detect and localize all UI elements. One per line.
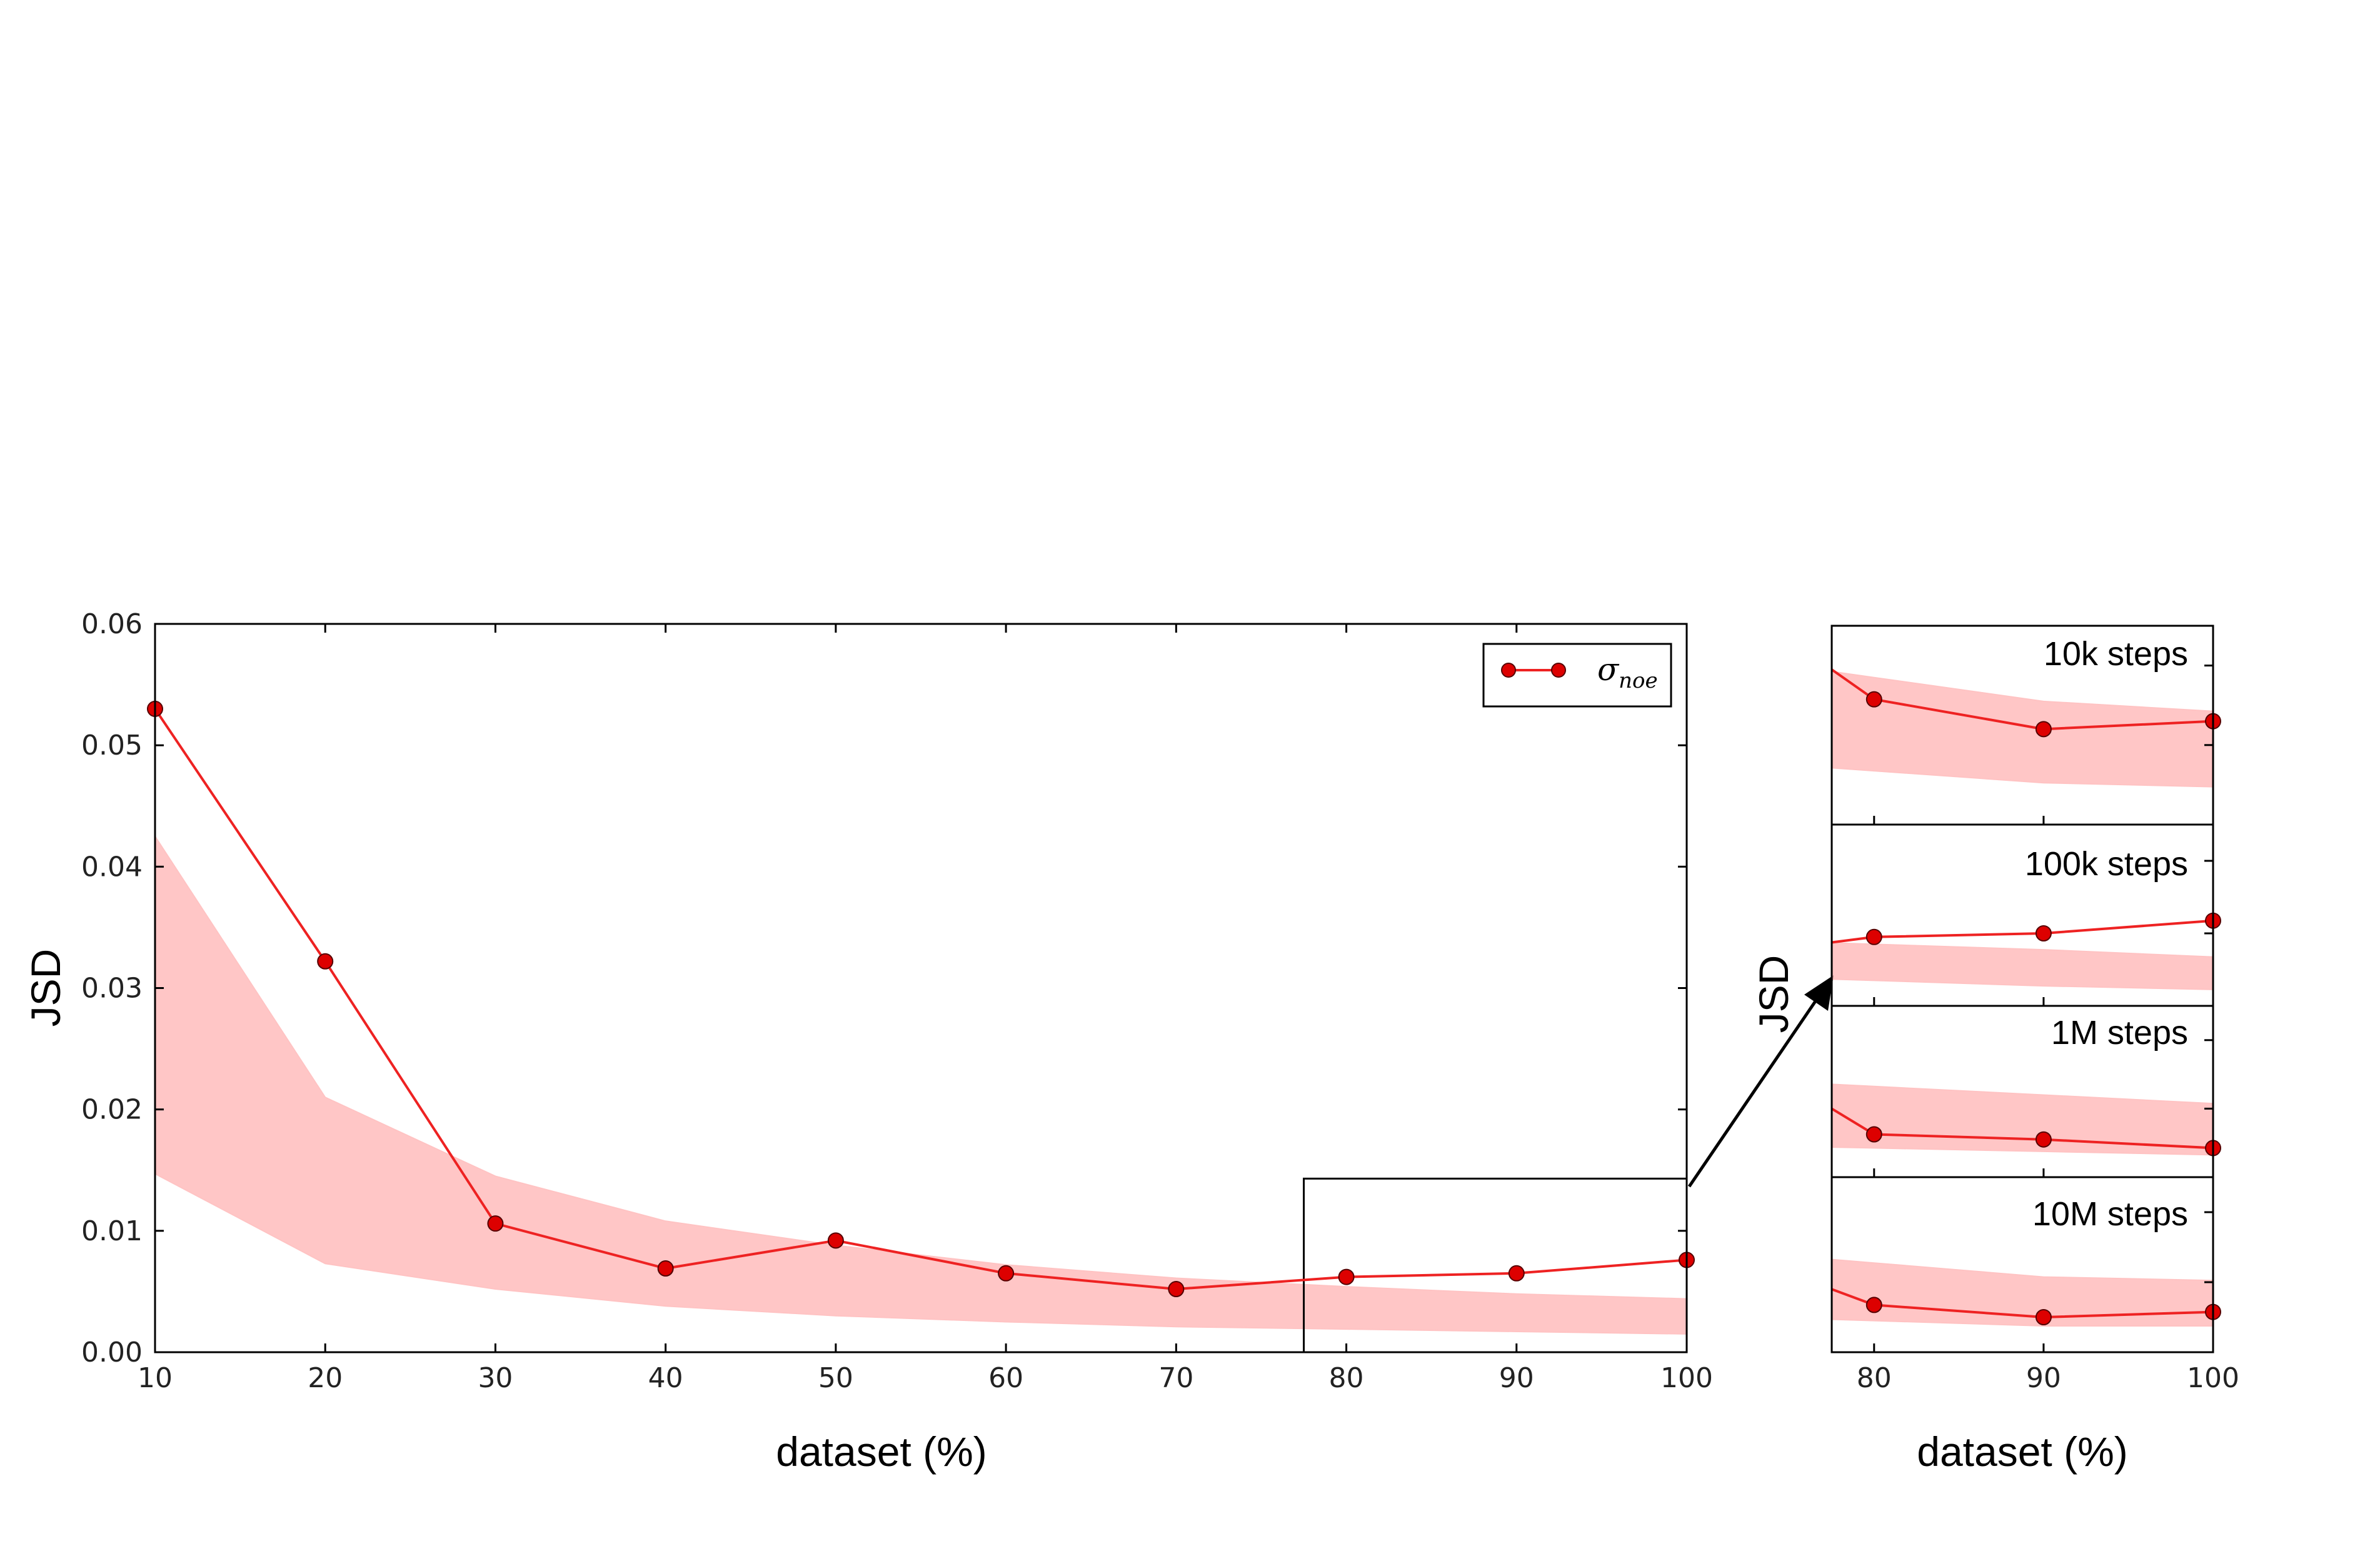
inset-panel-10k: 10k steps [1830, 625, 2221, 826]
inset-series-line [1830, 668, 2214, 731]
inset-panel-10m: 10M steps [1830, 1176, 2221, 1353]
x-axis-title: dataset (%) [776, 1428, 987, 1475]
x-tick-label: 50 [818, 1362, 853, 1394]
x-tick-label: 10 [138, 1362, 173, 1394]
inset-x-tick-label: 80 [1857, 1362, 1892, 1394]
x-axis-ticks: 10 20 30 40 50 60 70 80 90 100 [138, 624, 1713, 1394]
confidence-band-area [154, 834, 1687, 1335]
x-tick-label: 90 [1499, 1362, 1534, 1394]
y-tick-label: 0.00 [81, 1337, 143, 1368]
data-point [487, 1215, 504, 1232]
legend-label-main: σ [1597, 651, 1620, 688]
inset-data-point [1865, 691, 1882, 708]
x-tick-label: 20 [308, 1362, 343, 1394]
y-tick-label: 0.02 [81, 1094, 143, 1126]
inset-y-axis-title: JSD [1750, 955, 1797, 1033]
inset-data-point [2035, 721, 2052, 738]
inset-x-axis-title: dataset (%) [1917, 1428, 2127, 1475]
inset-confidence-band [1831, 670, 2214, 788]
legend: σnoe [1482, 643, 1672, 708]
inset-frame [1830, 1176, 2214, 1353]
data-point [998, 1265, 1015, 1282]
y-tick-label: 0.06 [81, 608, 143, 640]
y-axis-title: JSD [23, 949, 69, 1027]
x-tick-label: 40 [648, 1362, 683, 1394]
x-tick-label: 60 [988, 1362, 1023, 1394]
y-tick-label: 0.04 [81, 851, 143, 883]
zoom-arrow [1687, 975, 1834, 1188]
inset-line-path [1830, 1107, 2214, 1150]
inset-line-path [1830, 668, 2214, 731]
inset-data-point [1865, 928, 1882, 945]
inset-data-point [2035, 925, 2052, 941]
main-chart: 0.00 0.01 0.02 0.03 0.04 0.05 0.06 10 20 30 40 50 6… [23, 608, 1713, 1475]
inset-band-area [1831, 670, 2214, 788]
inset-x-tick-label: 90 [2026, 1362, 2061, 1394]
inset-panel-1m: 1M steps [1830, 1005, 2221, 1178]
arrow-shaft [1687, 999, 1818, 1188]
series-line-path [154, 708, 1687, 1291]
y-tick-label: 0.03 [81, 973, 143, 1005]
inset-title: 1M steps [2051, 1014, 2188, 1052]
inset-x-tick-label: 100 [2187, 1362, 2239, 1394]
x-tick-label: 100 [1660, 1362, 1713, 1394]
inset-series-line [1831, 919, 2214, 944]
x-tick-label: 30 [478, 1362, 513, 1394]
data-point [1168, 1281, 1185, 1298]
y-tick-label: 0.05 [81, 730, 143, 761]
legend-label: σnoe [1597, 651, 1658, 693]
confidence-band [154, 834, 1687, 1335]
legend-box [1482, 643, 1672, 708]
inset-series-line [1831, 1288, 2214, 1319]
inset-data-point [1865, 1126, 1882, 1143]
x-tick-label: 80 [1329, 1362, 1364, 1394]
y-tick-label: 0.01 [81, 1215, 143, 1247]
data-point [1508, 1265, 1525, 1282]
inset-title: 10M steps [2032, 1195, 2188, 1233]
inset-confidence-band [1831, 942, 2214, 990]
inset-series-points [1865, 912, 2221, 945]
y-axis-ticks: 0.00 0.01 0.02 0.03 0.04 0.05 0.06 [81, 608, 1687, 1368]
inset-panel-100k: 100k steps [1830, 823, 2221, 1007]
legend-label-sub: noe [1619, 668, 1658, 693]
x-tick-label: 70 [1158, 1362, 1193, 1394]
data-point [317, 953, 334, 970]
inset-series-points [1865, 1126, 2221, 1157]
inset-data-point [1865, 1297, 1882, 1313]
inset-x-axis-ticks: 80 90 100 [1857, 1362, 2239, 1394]
series-line [154, 708, 1687, 1291]
inset-title: 100k steps [2025, 845, 2188, 883]
inset-band-area [1831, 942, 2214, 990]
inset-title: 10k steps [2044, 635, 2188, 673]
arrow-head [1804, 975, 1834, 1011]
inset-line-path [1831, 919, 2214, 944]
data-point [657, 1260, 674, 1277]
inset-line-path [1831, 1288, 2214, 1319]
inset-data-point [2035, 1131, 2052, 1148]
inset-data-point [2035, 1309, 2052, 1325]
data-point [827, 1232, 844, 1249]
legend-marker-left [1501, 663, 1516, 678]
data-point [1338, 1268, 1355, 1285]
inset-series-line [1830, 1107, 2214, 1150]
legend-marker-right [1551, 663, 1566, 678]
